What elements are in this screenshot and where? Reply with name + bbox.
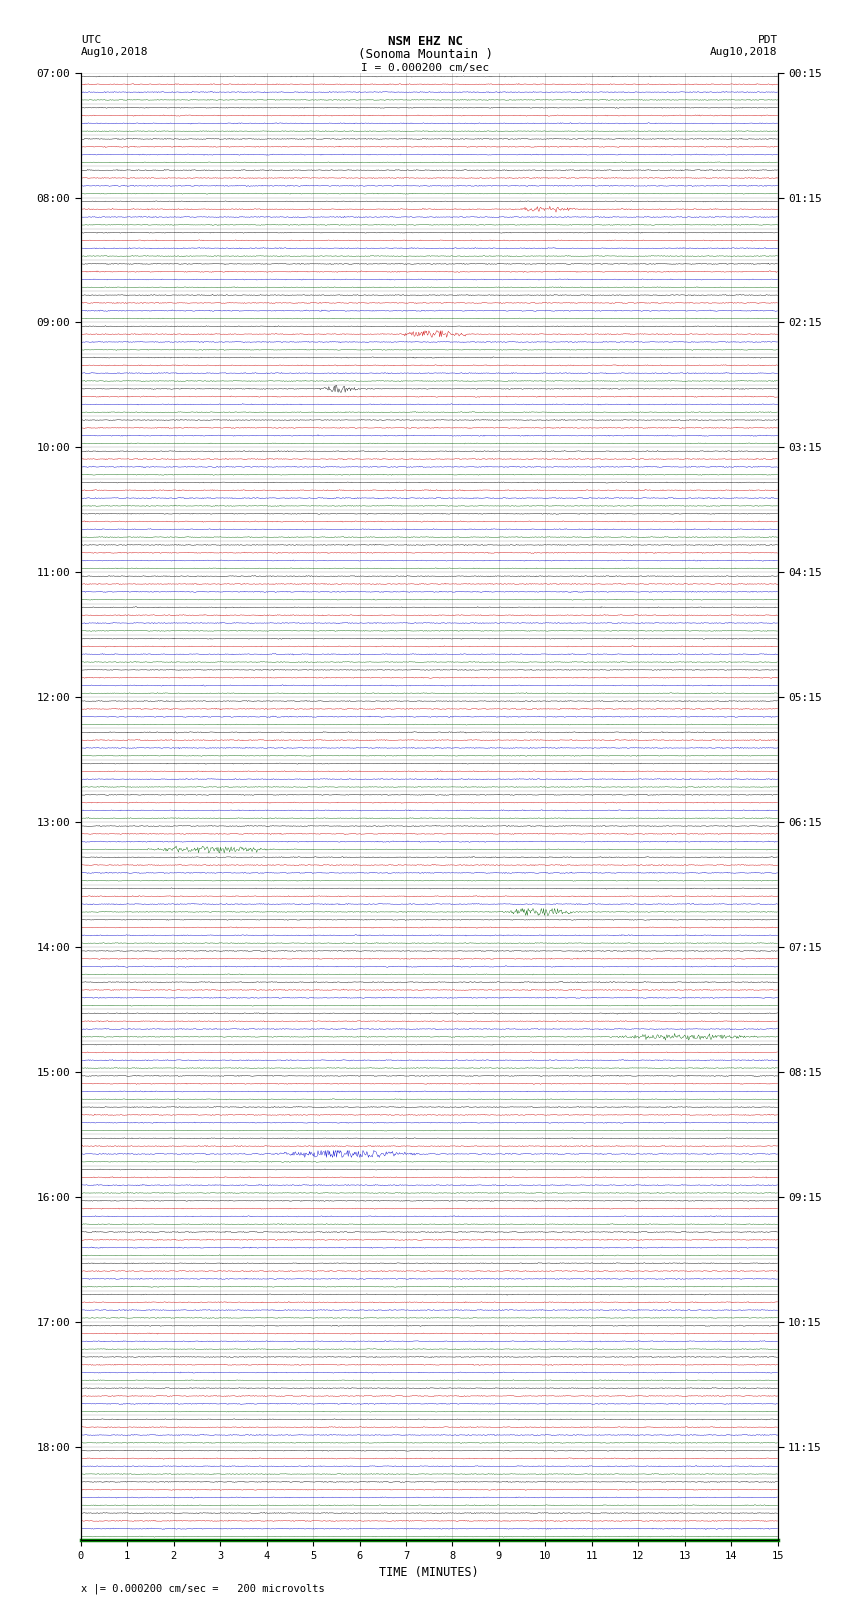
Text: (Sonoma Mountain ): (Sonoma Mountain ) <box>358 48 492 61</box>
X-axis label: TIME (MINUTES): TIME (MINUTES) <box>379 1566 479 1579</box>
Text: I = 0.000200 cm/sec: I = 0.000200 cm/sec <box>361 63 489 73</box>
Text: NSM EHZ NC: NSM EHZ NC <box>388 35 462 48</box>
Text: x |= 0.000200 cm/sec =   200 microvolts: x |= 0.000200 cm/sec = 200 microvolts <box>81 1582 325 1594</box>
Text: PDT: PDT <box>757 35 778 45</box>
Text: Aug10,2018: Aug10,2018 <box>81 47 148 56</box>
Text: Aug10,2018: Aug10,2018 <box>711 47 778 56</box>
Text: UTC: UTC <box>81 35 101 45</box>
